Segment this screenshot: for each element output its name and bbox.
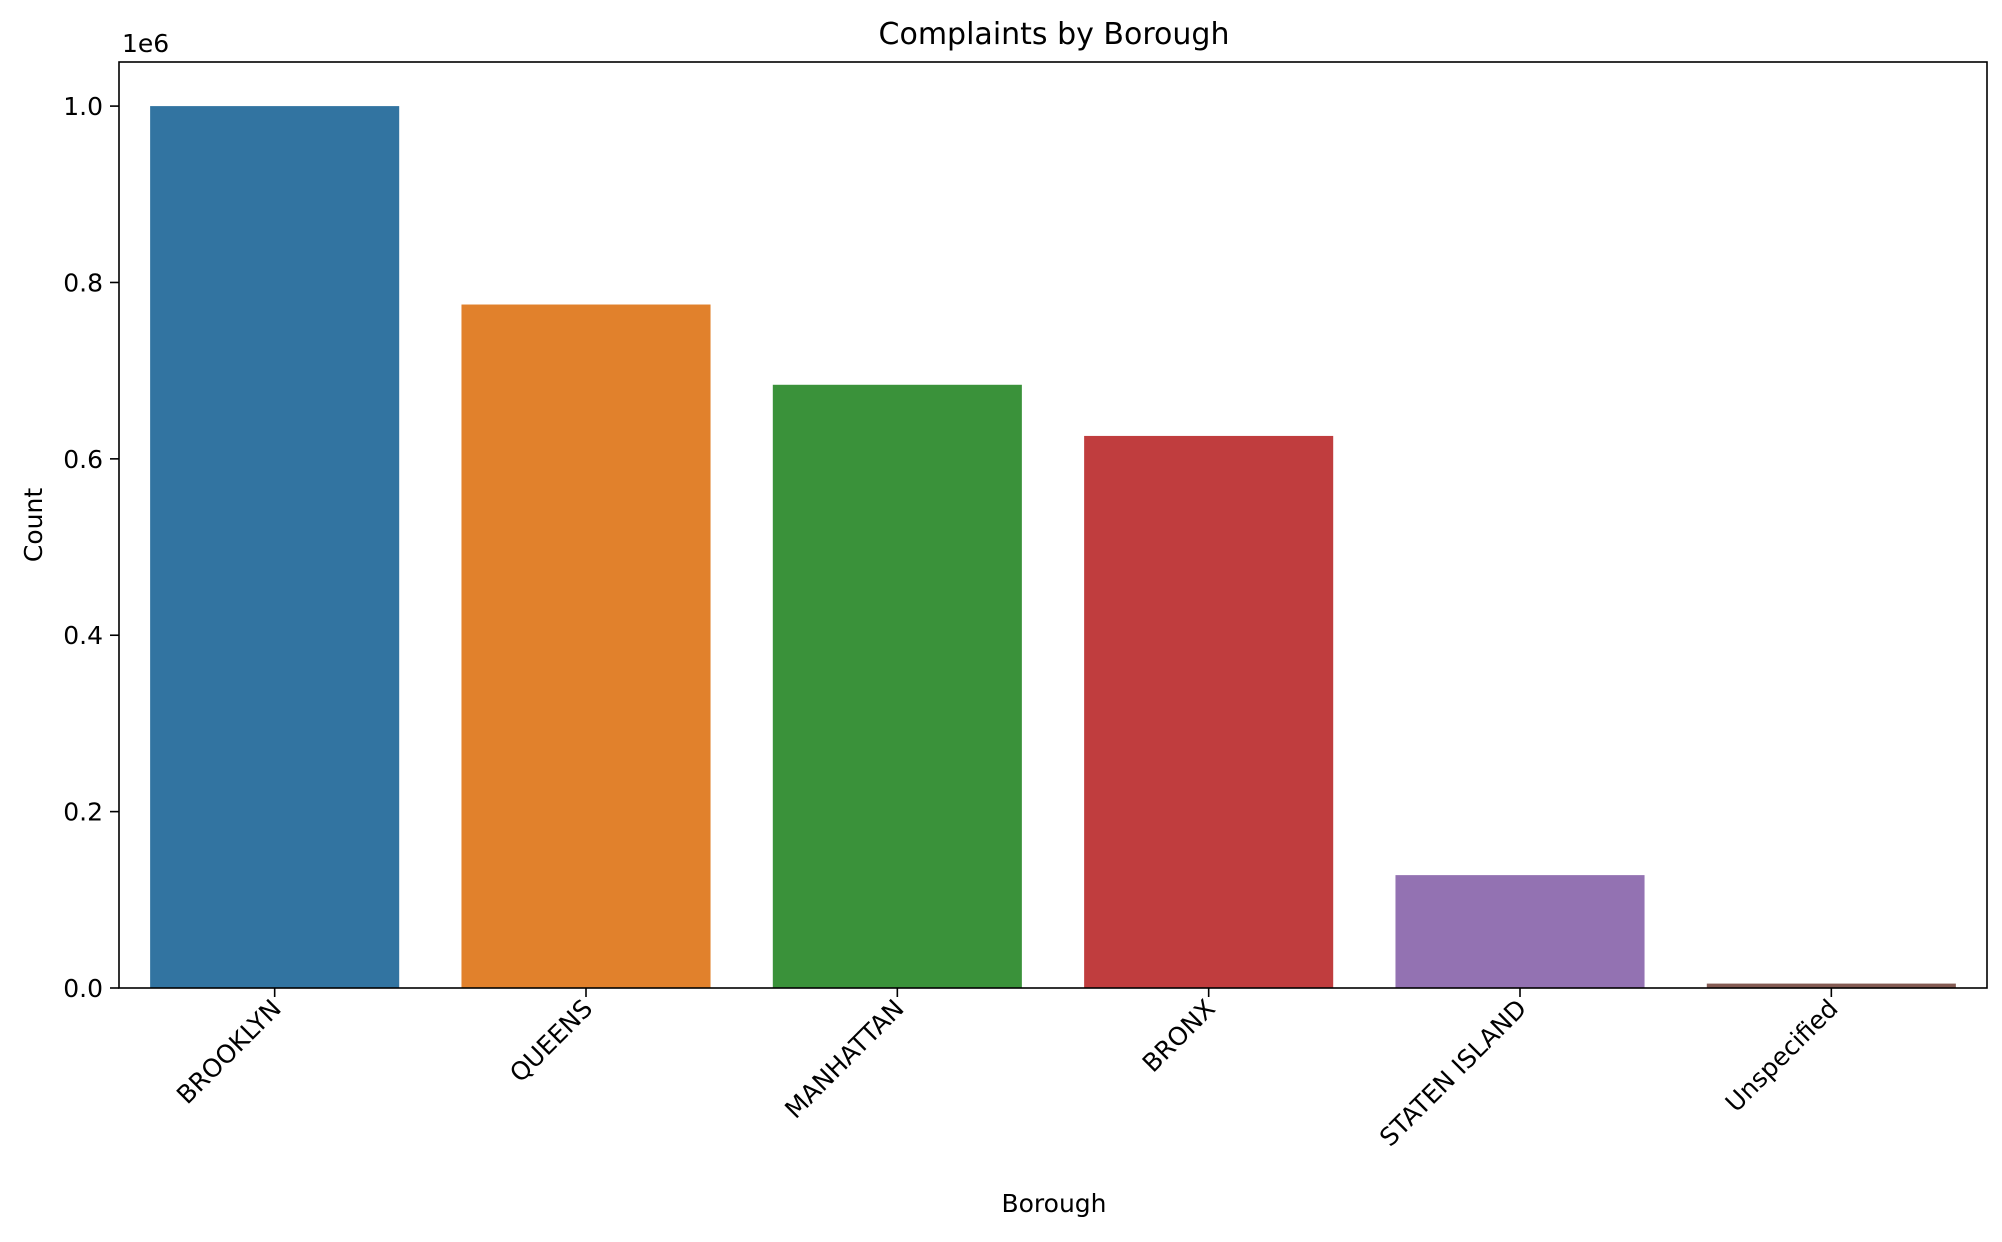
x-tick-label-bronx: BRONX: [1137, 994, 1221, 1078]
y-tick-label: 0.0: [63, 974, 103, 1003]
bar-staten-island: [1395, 875, 1645, 988]
bar-unspecified: [1706, 983, 1956, 988]
plot-frame: [118, 61, 1988, 989]
y-tick-label: 0.8: [63, 268, 103, 297]
x-tick-label-staten-island: STATEN ISLAND: [1374, 994, 1532, 1152]
y-axis-label: Count: [19, 488, 48, 562]
x-tick-label-manhattan: MANHATTAN: [779, 994, 909, 1124]
x-tick-label-unspecified: Unspecified: [1720, 994, 1844, 1118]
y-tick-label: 0.6: [63, 445, 103, 474]
bar-bronx: [1084, 435, 1334, 988]
chart-title: Complaints by Borough: [879, 17, 1230, 52]
y-tick-label: 0.4: [63, 621, 103, 650]
x-tick-label-brooklyn: BROOKLYN: [171, 994, 287, 1110]
y-tick-label: 0.2: [63, 798, 103, 827]
bar-queens: [461, 304, 711, 988]
bar-manhattan: [772, 384, 1022, 988]
y-axis-ticks: 0.0 0.2 0.4 0.6 0.8 1.0: [63, 92, 119, 1003]
bars-layer: [150, 106, 1956, 989]
x-axis-label: Borough: [1001, 1189, 1106, 1218]
y-axis-offset-label: 1e6: [122, 29, 169, 58]
x-tick-label-queens: QUEENS: [504, 994, 598, 1088]
bar-brooklyn: [150, 106, 400, 989]
x-axis-ticks: BROOKLYN QUEENS MANHATTAN BRONX STATEN ISLAN…: [171, 988, 1844, 1152]
y-tick-label: 1.0: [63, 92, 103, 121]
